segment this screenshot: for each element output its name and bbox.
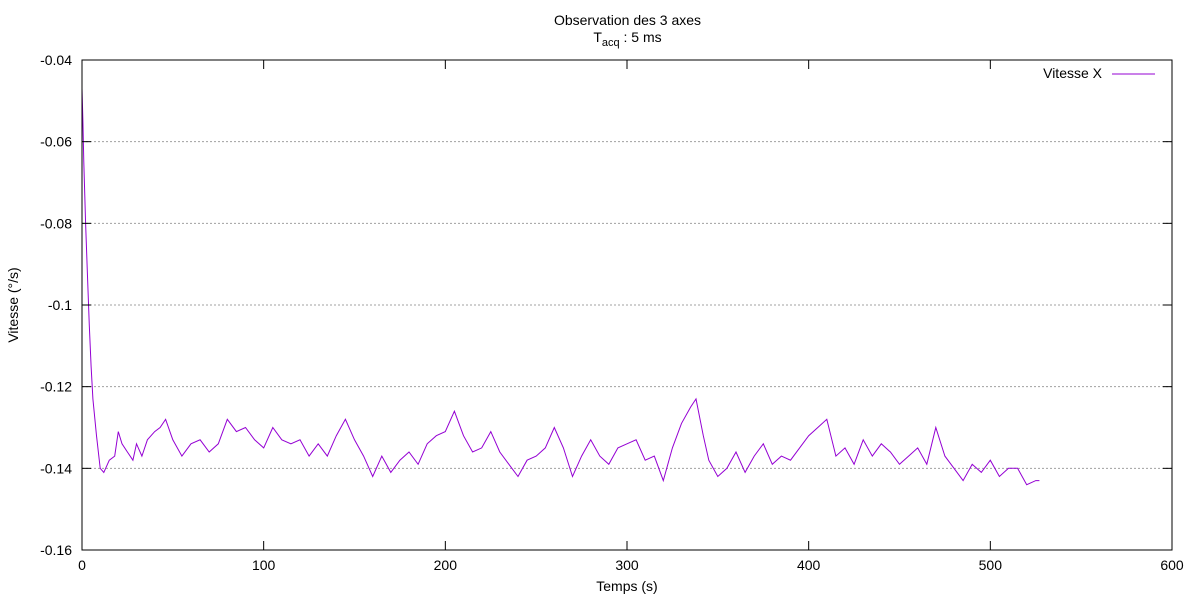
- y-tick-label: -0.14: [40, 460, 72, 476]
- y-axis-label: Vitesse (°/s): [5, 267, 21, 342]
- grid-lines: [82, 141, 1172, 469]
- y-tick-label: -0.16: [40, 542, 72, 558]
- x-tick-label: 100: [252, 557, 276, 573]
- x-axis-label: Temps (s): [596, 578, 657, 594]
- x-tick-label: 500: [979, 557, 1003, 573]
- x-tick-label: 300: [615, 557, 639, 573]
- y-tick-label: -0.08: [40, 215, 72, 231]
- y-axis: -0.16 -0.14 -0.12 -0.1 -0.08 -0.06 -0.04: [40, 52, 1172, 558]
- x-tick-label: 600: [1160, 557, 1184, 573]
- series-line: [81, 88, 1040, 486]
- y-tick-label: -0.1: [48, 297, 72, 313]
- y-tick-label: -0.12: [40, 379, 72, 395]
- legend: Vitesse X: [1043, 65, 1155, 81]
- y-tick-label: -0.04: [40, 52, 72, 68]
- series-group: [81, 88, 1040, 486]
- x-axis: 0 100 200 300 400 500 600: [78, 60, 1184, 573]
- x-tick-label: 400: [797, 557, 821, 573]
- subtitle-main: T: [593, 29, 602, 45]
- x-tick-label: 200: [434, 557, 458, 573]
- chart-subtitle: Tacq : 5 ms: [0, 29, 1200, 51]
- y-tick-label: -0.06: [40, 134, 72, 150]
- x-tick-label: 0: [78, 557, 86, 573]
- legend-label: Vitesse X: [1043, 65, 1103, 81]
- subtitle-subscript: acq: [601, 36, 620, 49]
- chart-title: Observation des 3 axes: [553, 12, 702, 28]
- subtitle-rest: : 5 ms: [619, 29, 662, 45]
